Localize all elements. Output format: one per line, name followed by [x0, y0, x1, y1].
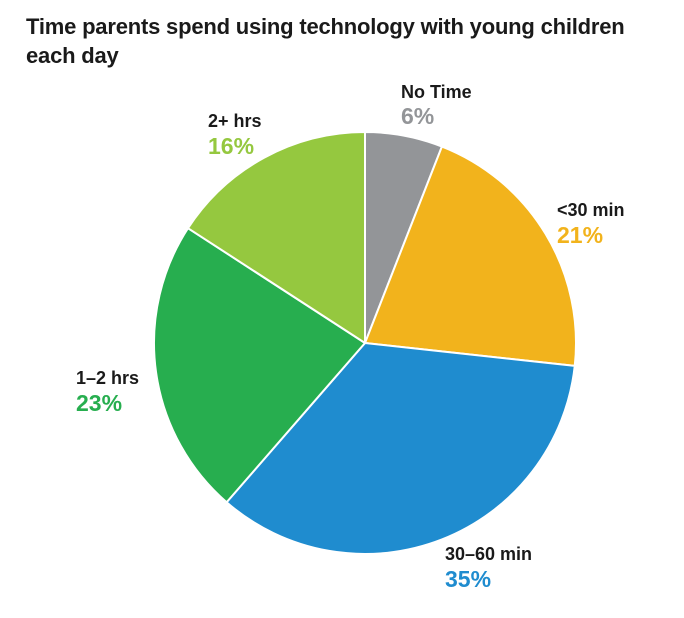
pie-slice-30-60-min	[225, 342, 576, 555]
slice-value-1-2-hrs: 23%	[76, 390, 122, 416]
pie-slice-2-plus-hrs	[186, 131, 366, 344]
slice-label-lt-30-min: <30 min	[557, 200, 625, 220]
chart-title: Time parents spend using technology with…	[26, 14, 625, 68]
slice-label-30-60-min: 30–60 min	[445, 544, 532, 564]
slice-value-2-plus-hrs: 16%	[208, 133, 254, 159]
slice-label-1-2-hrs: 1–2 hrs	[76, 368, 139, 388]
slice-value-30-60-min: 35%	[445, 566, 491, 592]
slice-value-no-time: 6%	[401, 103, 434, 129]
pie-slice-lt-30-min	[364, 145, 577, 367]
slice-label-no-time: No Time	[401, 82, 472, 102]
slice-label-2-plus-hrs: 2+ hrs	[208, 111, 262, 131]
pie-slice-1-2-hrs	[152, 227, 366, 504]
slice-value-lt-30-min: 21%	[557, 222, 603, 248]
